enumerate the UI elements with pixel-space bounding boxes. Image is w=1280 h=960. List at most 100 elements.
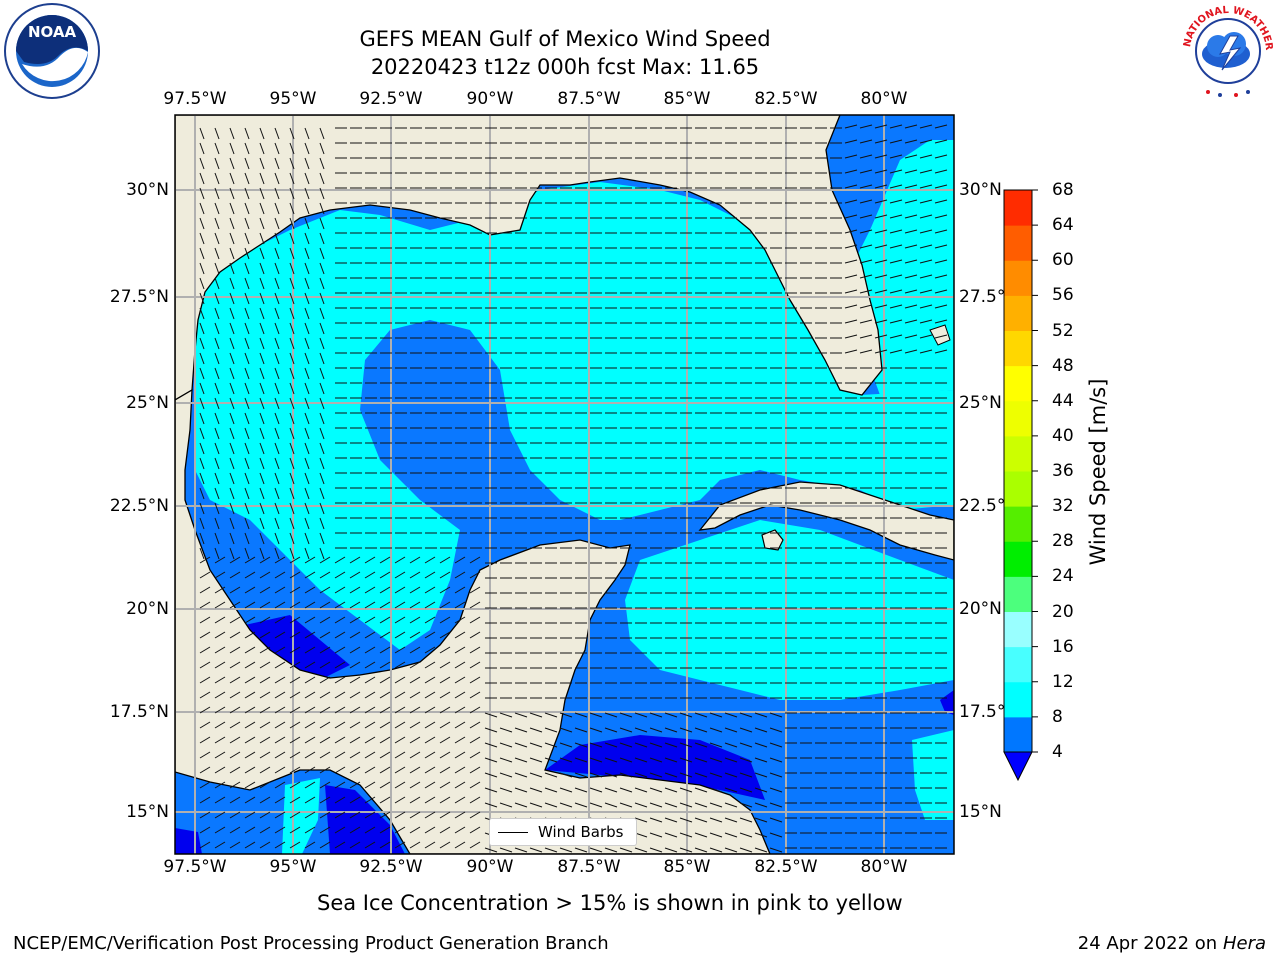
wind-barb	[514, 727, 528, 733]
wind-barb	[289, 811, 301, 819]
wind-barb	[859, 154, 873, 159]
wind-barb	[349, 556, 361, 564]
wind-barb	[469, 841, 481, 849]
wind-barb	[529, 787, 543, 793]
wind-barb	[289, 796, 301, 804]
wind-barb	[889, 124, 903, 129]
wind-barb	[724, 742, 738, 748]
wind-barb	[259, 841, 271, 849]
wind-barb	[304, 796, 316, 804]
wind-barb	[274, 457, 280, 470]
wind-barb	[304, 586, 316, 594]
wind-barb	[259, 367, 265, 380]
wind-barb	[319, 826, 331, 834]
wind-barb	[844, 229, 858, 234]
wind-barb	[679, 727, 693, 733]
wind-barb	[514, 772, 528, 778]
wind-barb	[679, 832, 693, 838]
plot-subtitle: 20220423 t12z 000h fcst Max: 11.65	[370, 55, 760, 79]
wind-barb	[454, 676, 466, 684]
wind-barb	[409, 661, 421, 669]
wind-barb	[244, 187, 250, 200]
wind-barb	[199, 721, 211, 729]
wind-barb	[379, 751, 391, 759]
wind-barb	[289, 397, 295, 410]
wind-barb	[859, 349, 873, 354]
wind-barb	[259, 427, 265, 440]
wind-barb	[679, 817, 693, 823]
wind-barb	[379, 841, 391, 849]
wind-barb	[304, 766, 316, 774]
wind-barb	[934, 244, 948, 249]
wind-barb	[889, 289, 903, 294]
wind-barb	[769, 757, 783, 763]
wind-barb	[529, 847, 543, 853]
wind-barb	[274, 517, 280, 530]
wind-barb	[349, 826, 361, 834]
wind-barb	[319, 487, 325, 500]
wind-barb	[199, 751, 211, 759]
wind-barb	[289, 601, 301, 609]
wind-barb	[289, 556, 301, 564]
wind-barb	[274, 706, 286, 714]
colorbar-tick-label: 48	[1052, 355, 1074, 376]
wind-barb	[244, 157, 250, 170]
wind-barb	[334, 721, 346, 729]
wind-barb	[544, 727, 558, 733]
wind-barb	[844, 184, 858, 189]
footer-organization: NCEP/EMC/Verification Post Processing Pr…	[13, 933, 609, 954]
wind-barb	[334, 706, 346, 714]
wind-barb	[694, 787, 708, 793]
wind-barb	[379, 601, 391, 609]
wind-barb	[469, 766, 481, 774]
wind-barb	[259, 457, 265, 470]
wind-barb	[739, 727, 753, 733]
wind-barb	[454, 601, 466, 609]
wind-barb	[274, 412, 280, 425]
wind-barb	[214, 142, 220, 155]
wind-barb	[304, 127, 310, 140]
wind-barb	[379, 796, 391, 804]
wind-barb	[679, 847, 693, 853]
wind-barb	[229, 586, 241, 594]
wind-barb	[259, 262, 265, 275]
sea-ice-note: Sea Ice Concentration > 15% is shown in …	[317, 891, 903, 915]
wind-barb	[244, 796, 256, 804]
colorbar-segment	[1004, 541, 1032, 577]
wind-barb	[274, 571, 286, 579]
wind-barb	[439, 571, 451, 579]
wind-barb	[244, 631, 256, 639]
wind-barb	[469, 751, 481, 759]
wind-barb	[559, 802, 573, 808]
wind-region-0-4-pacific-overlay	[325, 785, 405, 854]
wind-barb	[349, 841, 361, 849]
wind-barb	[304, 661, 316, 669]
wind-barb	[244, 616, 256, 624]
wind-barb	[334, 781, 346, 789]
wind-barb	[244, 232, 250, 245]
wind-barb	[259, 811, 271, 819]
wind-barb	[349, 766, 361, 774]
wind-barb	[424, 571, 436, 579]
wind-barb	[319, 292, 325, 305]
wind-barb	[289, 427, 295, 440]
colorbar-tick-label: 60	[1052, 250, 1074, 271]
wind-barb	[289, 841, 301, 849]
wind-barb	[739, 787, 753, 793]
wind-barb	[574, 742, 588, 748]
wind-barb	[304, 412, 310, 425]
wind-barb	[304, 382, 310, 395]
wind-barb	[574, 802, 588, 808]
wind-barb	[199, 487, 205, 500]
wind-barb	[244, 352, 250, 365]
wind-barb	[229, 571, 241, 579]
wind-barb	[214, 811, 226, 819]
wind-barb	[289, 382, 295, 395]
wind-barb	[229, 502, 235, 515]
wind-barb	[454, 781, 466, 789]
lat-tick-right: 15°N	[959, 802, 1002, 822]
wind-barb	[469, 661, 481, 669]
wind-barb	[349, 796, 361, 804]
wind-barb	[229, 841, 241, 849]
wind-barb	[259, 277, 265, 290]
